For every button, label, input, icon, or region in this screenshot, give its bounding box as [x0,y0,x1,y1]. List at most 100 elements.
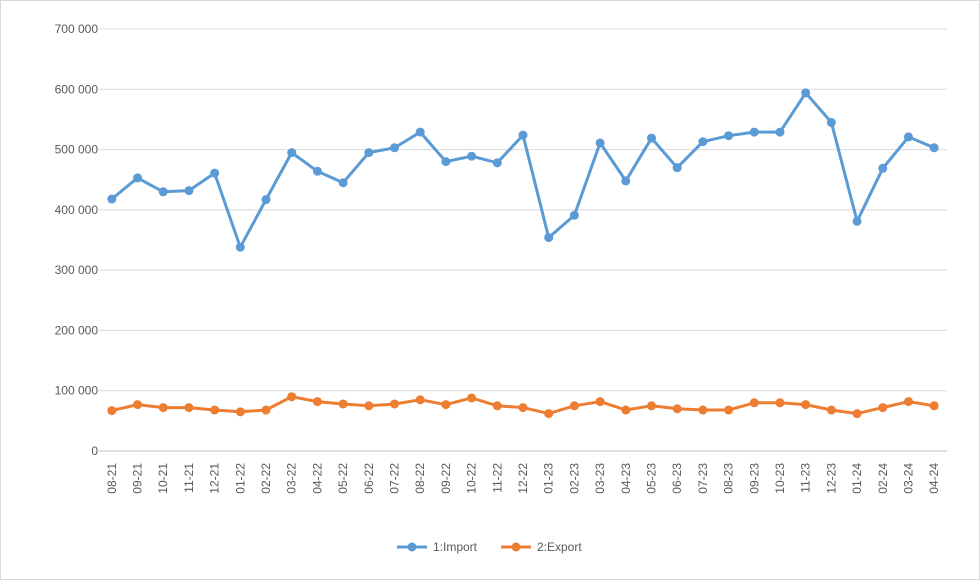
x-tick-label: 09-21 [131,463,145,494]
data-point [929,401,939,411]
data-point [158,403,168,413]
y-tick-label: 200 000 [55,323,99,337]
x-tick-label: 10-22 [465,463,479,494]
data-point [621,176,631,186]
data-point [724,405,734,415]
series-layer [107,88,939,419]
y-tick-label: 300 000 [55,263,99,277]
data-point [672,163,682,173]
data-point [415,127,425,137]
data-point [646,133,656,143]
series-1 [107,88,939,252]
y-tick-label: 500 000 [55,143,99,157]
data-point [775,127,785,137]
data-point [312,166,322,176]
data-point [749,127,759,137]
data-point [801,88,811,98]
x-tick-label: 02-24 [876,463,890,494]
data-point [698,405,708,415]
data-point [569,401,579,411]
data-point [852,409,862,419]
x-tick-label: 11-21 [182,463,196,493]
data-point [133,173,143,183]
y-tick-label: 700 000 [55,22,99,36]
x-tick-label: 01-24 [850,463,864,494]
data-point [749,398,759,408]
data-point [235,242,245,252]
data-point [518,130,528,140]
x-tick-label: 10-21 [156,463,170,494]
data-point [107,194,117,204]
x-tick-label: 04-23 [619,463,633,494]
data-point [544,233,554,243]
data-point [184,186,194,196]
y-tick-label: 100 000 [55,384,99,398]
x-tick-label: 06-23 [670,463,684,494]
data-point [801,400,811,410]
data-point [492,401,502,411]
x-tick-label: 12-22 [516,463,530,494]
data-point [312,397,322,407]
data-point [903,132,913,142]
data-point [184,403,194,413]
data-point [235,407,245,417]
x-tick-label: 04-22 [310,463,324,494]
x-tick-label: 05-22 [336,463,350,494]
x-tick-label: 04-24 [927,463,941,494]
data-point [929,143,939,153]
data-point [261,405,271,415]
legend-swatch-marker [407,542,417,552]
data-point [569,210,579,220]
series-2 [107,392,939,419]
legend-item: 2:Export [501,540,582,554]
x-tick-label: 06-22 [362,463,376,494]
data-point [878,403,888,413]
x-tick-label: 01-23 [542,463,556,494]
data-point [698,137,708,147]
x-tick-label: 12-21 [208,463,222,494]
data-point [441,157,451,167]
data-point [621,405,631,415]
data-point [852,216,862,226]
x-tick-label: 11-22 [490,463,504,493]
data-point [338,399,348,409]
x-tick-label: 02-22 [259,463,273,494]
legend-label: 2:Export [537,540,582,554]
legend-label: 1:Import [433,540,478,554]
data-point [492,158,502,168]
y-tick-label: 400 000 [55,203,99,217]
x-tick-label: 03-23 [593,463,607,494]
legend-item: 1:Import [397,540,478,554]
data-point [158,187,168,197]
data-point [467,393,477,403]
data-point [210,405,220,415]
data-point [544,409,554,419]
data-point [903,397,913,407]
data-point [672,404,682,414]
x-tick-label: 09-22 [439,463,453,494]
data-point [467,151,477,161]
y-axis-tick-labels: 0 100 000 200 000 300 000 400 000 500 000 600 … [55,22,99,458]
x-tick-label: 08-21 [105,463,119,494]
data-point [595,138,605,148]
data-point [826,405,836,415]
x-tick-label: 08-23 [722,463,736,494]
legend: 1:Import 2:Export [397,540,582,554]
data-point [724,131,734,141]
data-point [415,395,425,405]
x-tick-label: 11-23 [799,463,813,493]
x-tick-label: 03-24 [901,463,915,494]
gridlines [99,28,947,452]
x-tick-label: 12-23 [824,463,838,494]
data-point [518,403,528,413]
data-point [826,117,836,127]
x-tick-label: 03-22 [285,463,299,494]
data-point [261,195,271,205]
x-tick-label: 05-23 [644,463,658,494]
x-tick-label: 08-22 [413,463,427,494]
data-point [210,168,220,178]
y-tick-label: 600 000 [55,82,99,96]
x-tick-label: 07-22 [388,463,402,494]
x-tick-label: 01-22 [233,463,247,494]
